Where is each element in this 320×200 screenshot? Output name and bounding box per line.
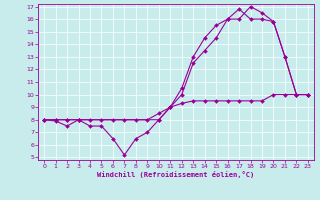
X-axis label: Windchill (Refroidissement éolien,°C): Windchill (Refroidissement éolien,°C) bbox=[97, 171, 255, 178]
